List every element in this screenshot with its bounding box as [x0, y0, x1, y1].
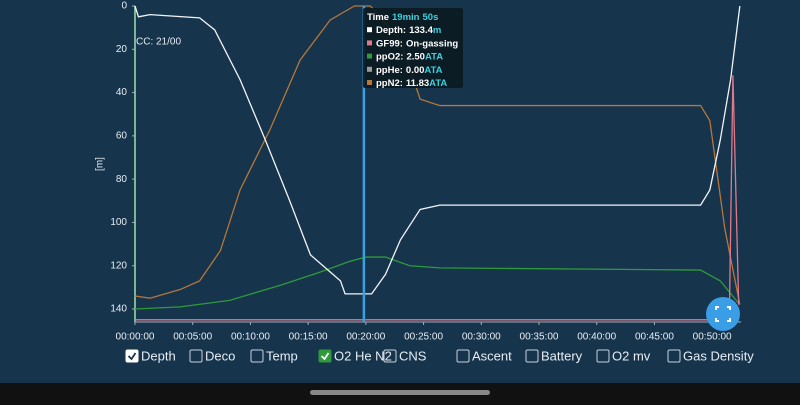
- checkbox[interactable]: [250, 349, 264, 363]
- tooltip-box: [363, 8, 463, 88]
- checkmark: [320, 352, 330, 361]
- y-tick-label: 80: [116, 174, 128, 185]
- tooltip-row: GF99: On-gassing: [376, 38, 458, 49]
- home-indicator: [310, 390, 490, 395]
- checkbox[interactable]: [383, 349, 397, 363]
- tooltip-swatch: [367, 80, 372, 85]
- toggle-label[interactable]: Depth: [141, 348, 176, 363]
- tooltip-swatch: [367, 40, 372, 46]
- x-tick-label: 00:10:00: [231, 332, 270, 343]
- checkbox[interactable]: [189, 349, 203, 363]
- series-line: [134, 256, 741, 310]
- tooltip-value: On-gassing: [406, 38, 458, 49]
- y-tick-label: 120: [110, 260, 127, 271]
- x-tick-label: 00:25:00: [404, 332, 443, 343]
- tooltip-value: 11.83: [406, 78, 429, 89]
- x-tick-label: 00:20:00: [346, 332, 385, 343]
- checkbox[interactable]: [525, 349, 539, 363]
- tooltip-unit: ATA: [429, 78, 447, 89]
- checkmark: [127, 352, 137, 361]
- x-tick-label: 00:30:00: [462, 332, 501, 343]
- checkbox[interactable]: [318, 349, 332, 363]
- toggle-label[interactable]: Temp: [266, 348, 298, 363]
- checkbox[interactable]: [596, 349, 610, 363]
- x-tick-label: 00:00:00: [116, 332, 155, 343]
- checkbox[interactable]: [667, 349, 681, 363]
- y-tick-label: 100: [110, 217, 127, 228]
- series-line: [134, 5, 741, 305]
- tooltip-value: 2.50: [406, 51, 425, 62]
- tooltip-swatch: [367, 66, 372, 72]
- fullscreen-icon: [715, 306, 731, 322]
- tooltip-unit: min: [403, 12, 420, 23]
- tooltip-label: Depth:: [376, 25, 406, 36]
- x-tick-label: 00:45:00: [635, 332, 674, 343]
- checkbox[interactable]: [456, 349, 470, 363]
- tooltip-label: GF99:: [376, 38, 403, 49]
- tooltip-value: 0.00: [406, 64, 425, 75]
- tooltip-value2: 50: [422, 12, 433, 23]
- toggle-label[interactable]: Deco: [205, 348, 235, 363]
- x-tick-label: 00:35:00: [520, 332, 559, 343]
- y-axis-label: [m]: [95, 157, 106, 171]
- toggle-label[interactable]: O2 mv: [612, 348, 651, 363]
- toggle-label[interactable]: CNS: [399, 348, 427, 363]
- series-line: [134, 5, 741, 295]
- tooltip-value: 19: [392, 12, 403, 23]
- x-tick-label: 00:50:00: [693, 332, 732, 343]
- tooltip-unit2: s: [433, 12, 438, 23]
- tooltip-label: ppHe:: [376, 64, 403, 75]
- tooltip-label: Time: [367, 12, 389, 23]
- toggle-label[interactable]: Battery: [541, 348, 583, 363]
- tooltip-swatch: [367, 53, 372, 59]
- fullscreen-button[interactable]: [706, 297, 740, 331]
- tooltip-row: ppN2: 11.83ATA: [376, 78, 447, 89]
- tooltip-row: Depth: 133.4m: [376, 25, 441, 36]
- x-tick-label: 00:40:00: [577, 332, 616, 343]
- tooltip-label: ppO2:: [376, 51, 403, 62]
- y-tick-label: 140: [110, 304, 127, 315]
- y-tick-label: 20: [116, 44, 128, 55]
- x-tick-label: 00:15:00: [289, 332, 328, 343]
- y-tick-label: 60: [116, 131, 128, 142]
- tooltip-row: Time 19min 50s: [367, 12, 438, 23]
- tooltip-unit: ATA: [424, 64, 442, 75]
- tooltip-value: 133.4: [409, 25, 433, 36]
- toggle-label[interactable]: Gas Density: [683, 348, 754, 363]
- tooltip-swatch: [367, 27, 372, 33]
- tooltip-row: ppO2: 2.50ATA: [376, 51, 443, 62]
- y-tick-label: 0: [121, 1, 127, 12]
- tooltip-unit: m: [433, 25, 441, 36]
- tooltip-label: ppN2:: [376, 78, 403, 89]
- annotation: CC: 21/00: [136, 37, 181, 48]
- x-tick-label: 00:05:00: [173, 332, 212, 343]
- tooltip-row: ppHe: 0.00ATA: [376, 64, 443, 75]
- toggle-label[interactable]: O2 He N2: [334, 348, 392, 363]
- y-tick-label: 40: [116, 87, 128, 98]
- toggle-label[interactable]: Ascent: [472, 348, 512, 363]
- checkbox[interactable]: [125, 349, 139, 363]
- tooltip-unit: ATA: [425, 51, 443, 62]
